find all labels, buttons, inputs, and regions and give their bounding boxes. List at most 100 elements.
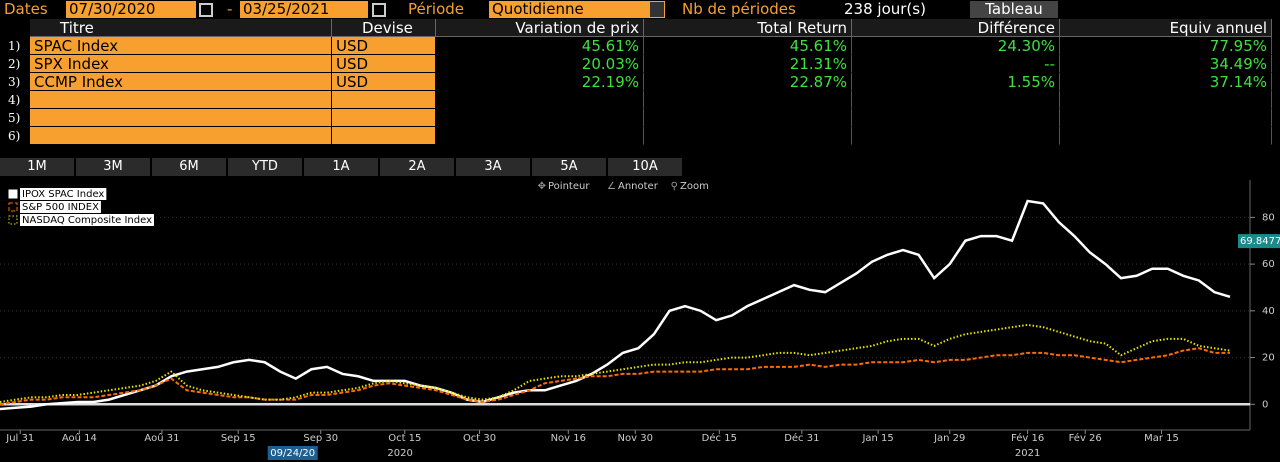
series-line xyxy=(0,199,1231,411)
last-value-box xyxy=(1238,234,1280,249)
table-cell xyxy=(644,109,852,127)
row-number: 3) xyxy=(8,75,21,89)
dropdown-arrow[interactable] xyxy=(650,2,664,17)
x-tick-label: Fév 26 xyxy=(1069,432,1102,444)
range-button[interactable]: 5A xyxy=(532,158,606,176)
range-button[interactable]: 1A xyxy=(304,158,378,176)
range-button[interactable]: 3M xyxy=(76,158,150,176)
table-cell xyxy=(332,109,436,127)
dropdown[interactable]: Quotidienne xyxy=(489,1,665,18)
cursor-label: 09/24/20 xyxy=(270,448,315,459)
table-cell xyxy=(332,127,436,145)
row-number: 5) xyxy=(8,111,21,125)
x-tick-label: Déc 31 xyxy=(784,432,819,444)
legend-swatch xyxy=(8,189,18,199)
toolbar-icon: ⚲ xyxy=(671,181,678,192)
table-cell: 37.14% xyxy=(1060,73,1272,91)
range-button[interactable]: 1M xyxy=(0,158,74,176)
row-number: 2) xyxy=(8,57,21,71)
table-cell xyxy=(436,109,644,127)
table-cell xyxy=(852,91,1060,109)
column-header: Variation de prix xyxy=(436,19,644,37)
range-button[interactable]: 10A xyxy=(608,158,682,176)
table-cell: 24.30% xyxy=(852,37,1060,55)
x-tick-label: Jan 29 xyxy=(933,433,965,444)
series-line xyxy=(0,347,1230,406)
y-tick-label: 0 xyxy=(1262,399,1268,410)
x-tick-label: Fév 16 xyxy=(1011,432,1044,444)
toolbar-button[interactable]: Pointeur xyxy=(548,181,590,192)
label: Dates xyxy=(4,0,48,18)
table-cell xyxy=(1060,127,1272,145)
year-label: 2020 xyxy=(387,448,412,459)
legend-label: S&P 500 INDEX xyxy=(22,202,99,213)
toolbar-button[interactable]: Annoter xyxy=(618,181,659,192)
button[interactable]: Tableau xyxy=(970,1,1058,18)
table-cell: 77.95% xyxy=(1060,37,1272,55)
table-cell xyxy=(30,91,332,109)
x-tick-label: Sep 15 xyxy=(221,433,256,444)
calendar-icon[interactable] xyxy=(199,3,213,17)
calendar-icon[interactable] xyxy=(372,3,386,17)
label: - xyxy=(227,0,233,18)
x-tick-label: Mar 15 xyxy=(1144,433,1179,444)
legend-label: NASDAQ Composite Index xyxy=(22,215,152,226)
row-number: 1) xyxy=(8,39,21,53)
value: 238 jour(s) xyxy=(844,0,926,18)
table-cell: USD xyxy=(332,73,436,91)
x-tick-label: Déc 15 xyxy=(702,432,737,444)
range-button[interactable]: 6M xyxy=(152,158,226,176)
x-tick-label: Aoû 31 xyxy=(144,432,179,444)
toolbar-button[interactable]: Zoom xyxy=(680,181,709,192)
legend-swatch xyxy=(8,202,18,212)
legend-label: IPOX SPAC Index xyxy=(22,189,104,200)
toolbar-icon: ∠ xyxy=(607,181,616,192)
date-input[interactable]: 07/30/2020 xyxy=(66,1,196,18)
legend-swatch xyxy=(8,215,18,225)
table-cell xyxy=(436,91,644,109)
table-cell xyxy=(30,127,332,145)
table-cell: USD xyxy=(332,37,436,55)
table-cell: 45.61% xyxy=(436,37,644,55)
legend-bg xyxy=(20,188,107,200)
toolbar-icon: ✥ xyxy=(538,181,546,192)
table-cell xyxy=(1060,109,1272,127)
range-button[interactable]: 2A xyxy=(380,158,454,176)
legend-bg xyxy=(20,214,154,226)
table-cell: 1.55% xyxy=(852,73,1060,91)
column-header: Total Return xyxy=(644,19,852,37)
y-tick-label: 80 xyxy=(1262,212,1275,223)
x-tick-label: Nov 30 xyxy=(618,433,653,444)
label: Nb de périodes xyxy=(682,0,796,18)
table-cell: 45.61% xyxy=(644,37,852,55)
table-cell: SPX Index xyxy=(30,55,332,73)
table-cell xyxy=(1060,91,1272,109)
table-cell xyxy=(852,109,1060,127)
last-value-label: 69.8477 xyxy=(1240,236,1280,247)
series-line xyxy=(0,323,1231,403)
table-cell: 34.49% xyxy=(1060,55,1272,73)
date-input[interactable]: 03/25/2021 xyxy=(240,1,368,18)
table-cell: 21.31% xyxy=(644,55,852,73)
table-cell xyxy=(852,127,1060,145)
table-cell: USD xyxy=(332,55,436,73)
table-cell xyxy=(644,127,852,145)
range-button[interactable]: YTD xyxy=(228,158,302,176)
cursor-box xyxy=(267,446,318,460)
table-cell xyxy=(436,127,644,145)
label: Période xyxy=(408,0,465,18)
year-label: 2021 xyxy=(1015,448,1040,459)
table-cell: SPAC Index xyxy=(30,37,332,55)
x-tick-label: Sep 30 xyxy=(303,433,338,444)
table-cell: 20.03% xyxy=(436,55,644,73)
chart: 0 20 40 60 80 Jul 31 Aoû 14 Aoû 31 Sep 15 Sep 30 O… xyxy=(0,180,1280,460)
x-tick-label: Jul 31 xyxy=(5,433,34,444)
x-tick-label: Aoû 14 xyxy=(62,432,97,444)
legend-bg xyxy=(20,201,101,213)
x-tick-label: Nov 16 xyxy=(551,433,586,444)
divider xyxy=(0,147,1280,159)
x-tick-label: Oct 30 xyxy=(463,433,496,444)
range-button[interactable]: 3A xyxy=(456,158,530,176)
table-cell: 22.87% xyxy=(644,73,852,91)
